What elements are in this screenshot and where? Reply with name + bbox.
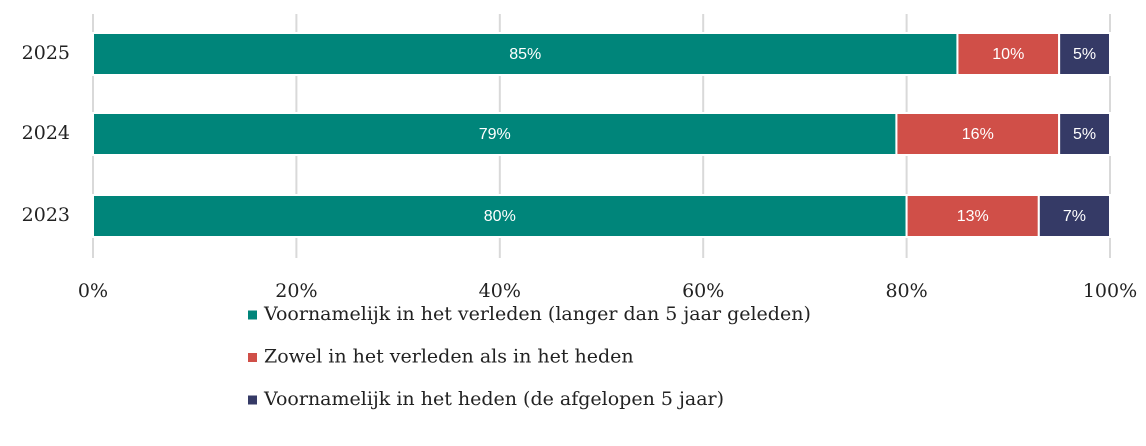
bar-segment xyxy=(905,194,1040,238)
x-tick-label: 100% xyxy=(1083,280,1137,302)
x-tick-label: 20% xyxy=(275,280,317,302)
x-tick-label: 0% xyxy=(78,280,108,302)
data-label: 5% xyxy=(1073,126,1096,143)
bar-segment xyxy=(1058,32,1112,76)
bar-segment xyxy=(92,194,908,238)
legend-label: Zowel in het verleden als in het heden xyxy=(264,346,634,368)
data-label: 16% xyxy=(962,126,994,143)
bar-segment xyxy=(895,112,1061,156)
y-tick-label: 2024 xyxy=(22,122,70,144)
bar-segment xyxy=(92,112,898,156)
data-label: 80% xyxy=(484,208,516,225)
data-label: 7% xyxy=(1063,208,1086,225)
legend-swatch xyxy=(248,310,257,320)
legend-label: Voornamelijk in het heden (de afgelopen … xyxy=(263,388,724,410)
x-tick-label: 80% xyxy=(885,280,927,302)
y-tick-label: 2023 xyxy=(22,204,70,226)
x-tick-label: 60% xyxy=(682,280,724,302)
data-label: 85% xyxy=(509,46,541,63)
bar-segment xyxy=(1037,194,1112,238)
legend-swatch xyxy=(248,353,257,362)
x-tick-label: 40% xyxy=(479,280,521,302)
bar-segment xyxy=(1058,112,1112,156)
y-tick-label: 2025 xyxy=(22,42,70,64)
legend-swatch xyxy=(248,395,257,405)
data-label: 13% xyxy=(957,208,989,225)
data-label: 79% xyxy=(479,126,511,143)
data-label: 5% xyxy=(1073,46,1096,63)
legend-label: Voornamelijk in het verleden (langer dan… xyxy=(263,303,811,325)
data-label: 10% xyxy=(992,46,1024,63)
bar-segment xyxy=(92,32,959,76)
